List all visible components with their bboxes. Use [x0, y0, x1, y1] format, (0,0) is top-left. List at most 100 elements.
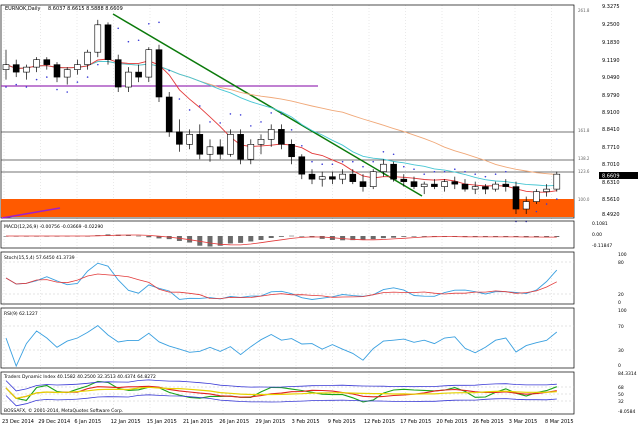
tdi-market-base: [5, 386, 557, 400]
bear-candle: [155, 49, 163, 98]
rsi-panel[interactable]: RSI(9) 62.1227 100 70 30 0: [0, 307, 627, 369]
date-label: 8 Mar 2015: [545, 419, 574, 425]
macd-bar: [380, 236, 386, 239]
stochastic-panel[interactable]: Stoch(15,5,4) 57.6450 41.3739 100 80 20 …: [0, 251, 627, 306]
bull-candle: [186, 134, 193, 145]
price-tick: 8.9100: [602, 110, 620, 116]
macd-signal-path: [6, 234, 557, 246]
macd-bar: [503, 236, 509, 237]
current-price-tag: [599, 172, 638, 179]
sar-dot: [127, 40, 130, 43]
bear-candle: [400, 178, 408, 182]
bear-candle: [216, 146, 224, 155]
main-price-panel[interactable]: EURNOK,Daily 8.6037 8.6615 8.5888 8.6609…: [0, 0, 590, 223]
sar-dot: [270, 112, 273, 114]
macd-bar: [258, 236, 264, 240]
slow-ma-line: [5, 61, 557, 187]
sar-dot: [556, 198, 558, 200]
price-tick: 8.5610: [602, 197, 620, 203]
bear-candle: [12, 64, 20, 73]
stoch-k-path: [5, 262, 558, 300]
macd-bar: [482, 236, 488, 237]
sar-dot: [484, 175, 487, 178]
bear-candle: [482, 186, 489, 190]
stochastic-d-line: [5, 273, 557, 300]
macd-panel-frame: [0, 220, 575, 249]
macd-bar: [319, 236, 325, 239]
price-tick: 9.3275: [602, 4, 620, 10]
macd-bar: [289, 235, 295, 237]
price-tick: 9.0490: [602, 75, 620, 81]
price-tick: 8.7010: [602, 162, 620, 168]
macd-bar: [197, 236, 203, 246]
price-tick: 8.6310: [602, 180, 620, 186]
bear-candle: [451, 181, 459, 185]
sar-dot: [35, 78, 38, 81]
bull-candle: [227, 134, 234, 155]
sar-dot: [250, 125, 252, 127]
sar-dot: [199, 105, 201, 107]
macd-bar: [278, 236, 284, 237]
bull-candle: [74, 64, 81, 70]
sar-dot: [321, 163, 324, 166]
bear-candle: [512, 186, 520, 210]
macd-bar: [238, 236, 244, 243]
sar-dot: [168, 69, 170, 72]
sar-dot: [76, 81, 79, 83]
bear-candle: [431, 183, 438, 187]
sar-dot: [352, 160, 354, 163]
rsi-label: RSI(9) 62.1227: [4, 311, 38, 317]
date-label: 26 Jan 2015: [219, 419, 249, 425]
sar-dot: [86, 76, 89, 78]
bull-candle: [318, 176, 326, 180]
sar-dot: [260, 121, 262, 123]
date-label: 26 Feb 2015: [473, 419, 504, 425]
tdi-signal-line: [5, 385, 557, 399]
sar-dot: [372, 160, 375, 163]
macd-bar: [187, 236, 193, 243]
macd-bar: [401, 236, 407, 237]
macd-signal-line: [6, 234, 557, 246]
macd-panel[interactable]: MACD(12,26,9) -0.00756 -0.03669 -0.02290…: [0, 220, 612, 249]
support-zone: [1, 199, 574, 217]
macd-bar: [513, 236, 519, 237]
bear-candle: [176, 131, 183, 145]
sar-dot: [301, 144, 303, 147]
sar-dot: [413, 168, 415, 170]
bull-candle: [84, 51, 91, 65]
bull-candle: [247, 144, 255, 160]
level-label-138: 138.2: [578, 156, 590, 161]
bull-candle: [522, 201, 530, 210]
sar-dot: [158, 21, 160, 24]
macd-bar: [360, 236, 366, 240]
bear-candle: [349, 173, 357, 182]
bull-candle: [492, 183, 499, 190]
bear-candle: [329, 176, 336, 180]
sar-dot: [148, 23, 150, 25]
sar-dot: [443, 170, 446, 173]
price-tick: 8.9790: [602, 93, 620, 99]
bull-candle: [145, 49, 153, 78]
date-label: 23 Dec 2014: [2, 419, 34, 425]
candlesticks: [2, 19, 561, 215]
bear-candle: [104, 24, 112, 60]
macd-bar: [421, 236, 427, 237]
tdi-panel[interactable]: Traders Dynamic Index 40.1582 40.2500 32…: [0, 371, 637, 415]
price-tick: 9.2500: [602, 22, 620, 28]
macd-bar: [340, 236, 346, 241]
rsi-tick: 70: [618, 324, 624, 330]
bull-candle: [63, 69, 71, 78]
tdi-label: Traders Dynamic Index 40.1582 40.2500 32…: [3, 374, 156, 380]
stoch-tick: 100: [618, 252, 627, 258]
bull-candle: [471, 186, 479, 190]
macd-bar: [268, 236, 274, 239]
bear-candle: [288, 144, 295, 158]
bull-candle: [339, 173, 346, 180]
bear-candle: [53, 64, 61, 78]
macd-tick: 0.00: [592, 232, 602, 238]
price-tick: 8.8410: [602, 127, 620, 133]
sar-dot: [178, 98, 181, 100]
ohlc-readout: 8.6037 8.6615 8.5888 8.6609: [48, 6, 123, 12]
